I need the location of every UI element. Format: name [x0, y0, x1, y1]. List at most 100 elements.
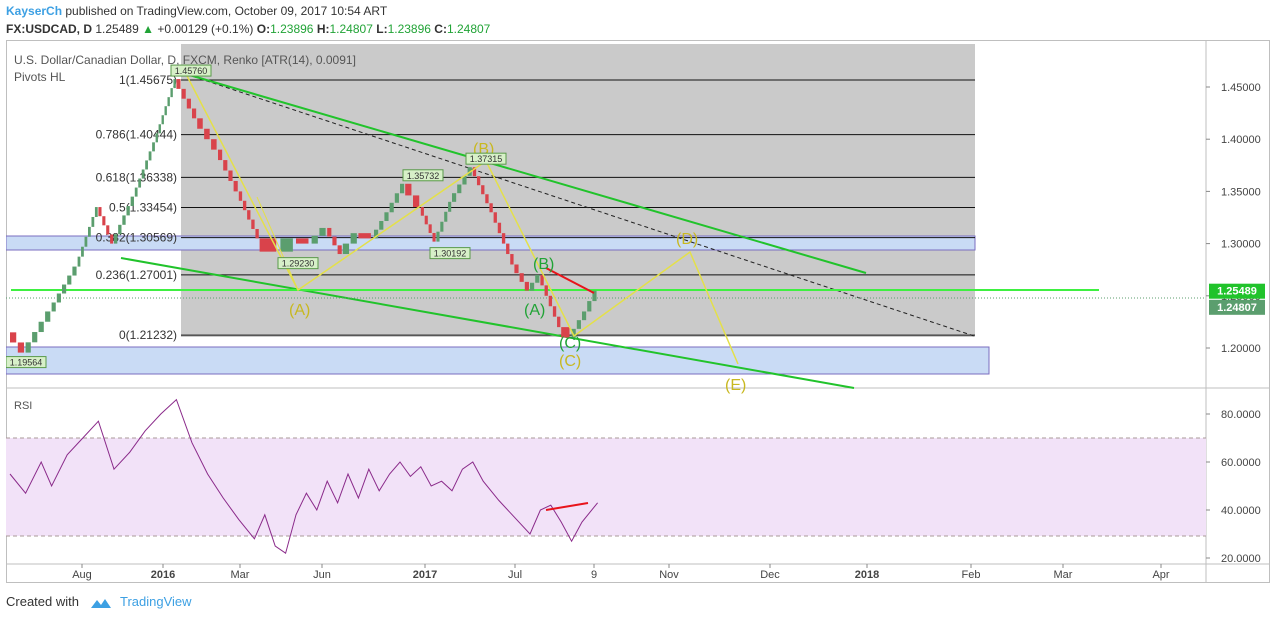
renko-brick-up: [81, 246, 84, 257]
renko-brick-down: [176, 79, 181, 89]
renko-brick-up: [379, 220, 384, 230]
renko-brick-down: [228, 170, 233, 181]
renko-brick-down: [485, 194, 489, 204]
renko-brick-down: [17, 342, 25, 353]
high-value: 1.24807: [329, 22, 373, 36]
pivot-price-label: 1.37315: [465, 152, 507, 165]
renko-brick-up: [350, 233, 357, 244]
renko-brick-up: [130, 196, 134, 207]
wave-projection-line[interactable]: [185, 73, 739, 365]
renko-brick-down: [481, 185, 485, 195]
time-tick-label: Mar: [1054, 569, 1073, 581]
renko-brick-up: [319, 227, 326, 236]
pivot-price-label: 1.45760: [170, 64, 212, 77]
renko-brick-up: [38, 321, 44, 333]
dashed-trend-line[interactable]: [185, 73, 975, 337]
renko-brick-up: [173, 79, 176, 89]
rsi-tick-label: 80.0000: [1221, 409, 1261, 421]
pivot-label-text: 1.29230: [282, 259, 315, 269]
renko-brick-down: [296, 238, 309, 244]
renko-brick-down: [493, 212, 497, 223]
resistance-zone[interactable]: [5, 235, 976, 251]
renko-brick-up: [91, 216, 95, 227]
pivot-price-label: 1.30192: [429, 247, 471, 260]
author-name[interactable]: KayserCh: [6, 4, 63, 18]
renko-brick-down: [544, 285, 548, 296]
channel-upper-line[interactable]: [185, 73, 867, 274]
renko-brick-up: [56, 293, 61, 303]
pivot-price-label: 1.29230: [277, 257, 319, 270]
renko-brick-down: [186, 98, 191, 109]
renko-brick-down: [337, 245, 342, 255]
open-label: O:: [256, 22, 271, 36]
renko-brick-up: [32, 332, 38, 343]
price-tick-label: 1.45000: [1221, 82, 1261, 94]
renko-brick-down: [413, 195, 420, 208]
renko-brick-up: [118, 224, 122, 235]
renko-brick-up: [148, 151, 152, 161]
chart-area[interactable]: 1(1.45675) 0.786(1.40444) 0.618(1.36338) 0.…: [5, 40, 1270, 583]
renko-brick-up: [138, 178, 142, 188]
renko-brick-up: [457, 184, 462, 194]
renko-brick-down: [524, 281, 529, 291]
ohlc-line: FX:USDCAD, D 1.25489 ▲ +0.00129 (+0.1%) …: [6, 22, 491, 36]
tradingview-link[interactable]: TradingView: [120, 594, 192, 609]
wave-label: (C): [559, 335, 581, 352]
renko-brick-up: [462, 175, 467, 185]
renko-brick-down: [197, 118, 203, 129]
renko-brick-down: [424, 215, 428, 225]
pivot-label-box: [277, 257, 319, 270]
fib-level-label: 0(1.21232): [119, 328, 177, 342]
renko-brick-up: [114, 234, 118, 244]
pivot-label-box: [402, 169, 444, 182]
price-tick-label: 1.30000: [1221, 239, 1261, 251]
renko-brick-down: [510, 254, 514, 265]
renko-brick-down: [476, 176, 481, 186]
time-tick-label: Jun: [313, 569, 331, 581]
renko-brick-up: [145, 160, 148, 170]
renko-brick-up: [158, 124, 161, 134]
wave-label: (C): [559, 353, 581, 370]
renko-brick-down: [420, 207, 424, 216]
price-badge: [1209, 283, 1265, 299]
support-zone[interactable]: [5, 346, 990, 375]
rsi-band: [6, 438, 1206, 536]
symbol-label: FX:USDCAD: [6, 22, 77, 36]
fib-level-label: 0.786(1.40444): [96, 128, 177, 142]
wave-connector: [256, 196, 299, 291]
change-arrow-icon: ▲: [142, 22, 154, 36]
renko-brick-down: [332, 236, 337, 246]
channel-lower-line[interactable]: [120, 257, 855, 389]
renko-brick-up: [161, 115, 164, 125]
wave-labels: (A) (B) (C) (D) (E) (A) (B) (C): [289, 141, 746, 394]
renko-brick-up: [374, 229, 379, 239]
renko-brick-down: [428, 224, 432, 233]
renko-brick-down: [540, 274, 544, 286]
pivot-label-text: 1.37315: [470, 154, 503, 164]
wave-label: (A): [524, 302, 545, 319]
pivot-label-box: [5, 356, 47, 369]
low-label: L:: [376, 22, 388, 36]
renko-brick-up: [164, 106, 167, 116]
renko-brick-down: [327, 227, 332, 237]
chart-svg[interactable]: 1(1.45675) 0.786(1.40444) 0.618(1.36338) 0.…: [5, 40, 1270, 583]
rsi-line[interactable]: [9, 398, 598, 555]
price-tick-label: 1.40000: [1221, 134, 1261, 146]
renko-brick-up: [342, 243, 350, 255]
renko-brick-down: [242, 200, 247, 211]
fib-retracement-zone[interactable]: [181, 44, 975, 337]
fib-level-label: 0.236(1.27001): [96, 268, 177, 282]
open-value: 1.23896: [270, 22, 314, 36]
rsi-divergence-line[interactable]: [545, 502, 589, 511]
renko-brick-up: [170, 88, 173, 98]
timeframe-label: D: [83, 22, 93, 36]
renko-brick-down: [514, 264, 519, 274]
high-label: H:: [316, 22, 330, 36]
renko-brick-down: [557, 316, 561, 328]
renko-brick-down: [358, 233, 371, 239]
renko-brick-down: [501, 233, 506, 244]
time-tick-label: Aug: [72, 569, 92, 581]
time-axis[interactable]: Aug 2016 Mar Jun 2017 Jul 9 Nov Dec 2018 Feb Mar Apr: [72, 564, 1170, 581]
price-divergence-line[interactable]: [545, 267, 595, 294]
fib-level-label: 1(1.45675): [119, 73, 177, 87]
